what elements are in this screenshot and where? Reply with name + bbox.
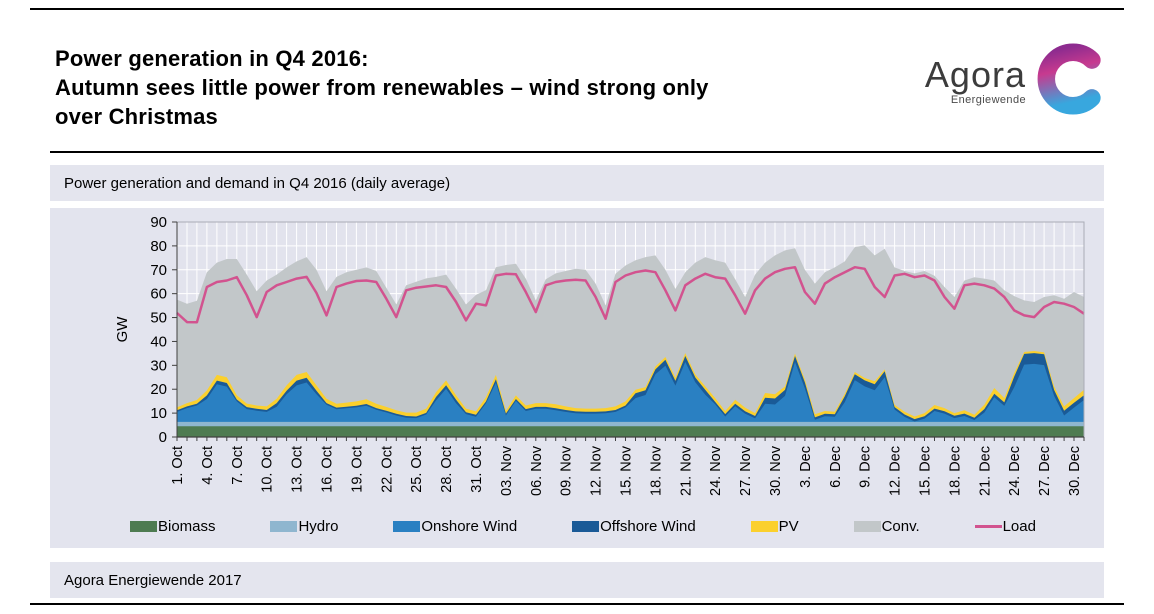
y-tick-label: 80 <box>150 238 167 255</box>
y-tick-label: 40 <box>150 333 167 350</box>
chart-title: Power generation and demand in Q4 2016 (… <box>64 174 451 192</box>
y-tick-label: 60 <box>150 286 167 303</box>
y-tick-label: 20 <box>150 381 167 398</box>
y-tick-label: 90 <box>150 214 167 231</box>
x-tick-label: 21. Nov <box>678 445 694 496</box>
legend-label-onshore-wind: Onshore Wind <box>421 517 518 535</box>
area-biomass <box>177 426 1084 437</box>
legend-label-load: Load <box>1002 517 1036 535</box>
x-tick-label: 18. Nov <box>648 445 664 496</box>
chart-legend: Biomass Hydro Onshore Wind Offshore Wind PV C… <box>130 512 1036 540</box>
x-tick-label: 13. Oct <box>290 446 306 493</box>
x-tick-label: 30. Dec <box>1067 446 1083 496</box>
top-rule <box>30 8 1124 10</box>
title-line-2: Autumn sees little power from renewables… <box>55 75 709 100</box>
x-tick-label: 16. Oct <box>320 446 336 493</box>
x-tick-label: 12. Dec <box>888 446 904 496</box>
x-tick-label: 7. Oct <box>230 446 246 485</box>
x-tick-label: 03. Nov <box>499 445 515 496</box>
x-tick-label: 06. Nov <box>529 445 545 496</box>
legend-label-biomass: Biomass <box>158 517 216 535</box>
x-tick-label: 31. Oct <box>469 446 485 493</box>
load-line <box>176 265 1085 324</box>
x-tick-label: 19. Oct <box>349 446 365 493</box>
legend-item-load: Load <box>974 517 1036 535</box>
x-tick-label: 09. Nov <box>559 445 575 496</box>
legend-label-offshore-wind: Offshore Wind <box>600 517 696 535</box>
x-tick-label: 4. Oct <box>200 446 216 485</box>
x-tick-label: 10. Oct <box>260 446 276 493</box>
x-tick-label: 21. Dec <box>977 446 993 496</box>
x-tick-label: 9. Dec <box>858 446 874 488</box>
y-tick-label: 30 <box>150 357 167 374</box>
x-tick-label: 22. Oct <box>379 446 395 493</box>
page-title: Power generation in Q4 2016: Autumn sees… <box>55 44 1104 131</box>
chart-title-bar: Power generation and demand in Q4 2016 (… <box>50 165 1104 201</box>
title-line-1: Power generation in Q4 2016: <box>55 46 369 71</box>
x-tick-label: 24. Dec <box>1007 446 1023 496</box>
legend-swatch-hydro <box>270 520 298 532</box>
page-header: Power generation in Q4 2016: Autumn sees… <box>0 10 1154 151</box>
bottom-rule <box>30 603 1124 605</box>
y-tick-label: 0 <box>159 429 167 446</box>
chart-panel: 0 10 20 30 40 50 60 70 80 90 1. Oct 4. Oct 7. Oct 10.… <box>50 208 1104 548</box>
x-tick-label: 15. Nov <box>619 445 635 496</box>
x-tick-label: 6. Dec <box>828 446 844 488</box>
power-generation-chart: 0 10 20 30 40 50 60 70 80 90 1. Oct 4. Oct 7. Oct 10.… <box>114 214 1085 496</box>
legend-swatch-pv <box>750 520 778 532</box>
x-tick-label: 27. Dec <box>1037 446 1053 496</box>
x-tick-label: 28. Oct <box>439 446 455 493</box>
x-tick-label: 25. Oct <box>409 446 425 493</box>
x-tick-label: 1. Oct <box>170 446 186 485</box>
legend-label-hydro: Hydro <box>298 517 339 535</box>
y-tick-label: 10 <box>150 405 167 422</box>
x-tick-label: 24. Nov <box>708 445 724 496</box>
agora-logo-c-icon <box>1037 43 1101 115</box>
legend-item-onshore-wind: Onshore Wind <box>393 518 517 535</box>
footer-text: Agora Energiewende 2017 <box>64 571 242 589</box>
agora-logo: Agora Energiewende <box>925 42 1110 116</box>
legend-item-pv: PV <box>750 517 799 535</box>
x-tick-label: 18. Dec <box>947 446 963 496</box>
agora-logo-subtitle: Energiewende <box>950 93 1026 106</box>
y-axis-title: GW <box>114 316 131 343</box>
y-tick-label: 50 <box>150 310 167 327</box>
legend-item-hydro: Hydro <box>270 518 338 535</box>
legend-label-pv: PV <box>778 517 799 535</box>
x-tick-label: 27. Nov <box>738 445 754 496</box>
header-rule <box>50 151 1104 153</box>
x-tick-label: 15. Dec <box>918 446 934 496</box>
x-tick-label: 30. Nov <box>768 445 784 496</box>
legend-item-conv-: Conv. <box>853 517 920 535</box>
x-tick-label: 12. Nov <box>589 445 605 496</box>
legend-item-offshore-wind: Offshore Wind <box>572 518 696 535</box>
footer-bar: Agora Energiewende 2017 <box>50 562 1104 598</box>
legend-swatch-load <box>974 524 1002 528</box>
x-tick-label: 3. Dec <box>798 446 814 488</box>
y-tick-label: 70 <box>150 262 167 279</box>
legend-swatch-biomass <box>130 520 157 532</box>
legend-swatch-onshore-wind <box>393 520 421 532</box>
agora-logo-brand: Agora <box>924 53 1026 95</box>
legend-swatch-conv- <box>853 520 881 532</box>
agora-logo-text: Agora Energiewende <box>924 53 1026 106</box>
legend-label-conv-: Conv. <box>881 517 920 535</box>
legend-swatch-offshore-wind <box>572 520 600 532</box>
area-onshore-wind <box>177 362 1084 437</box>
title-line-3: over Christmas <box>55 104 218 129</box>
legend-item-biomass: Biomass <box>130 518 216 535</box>
